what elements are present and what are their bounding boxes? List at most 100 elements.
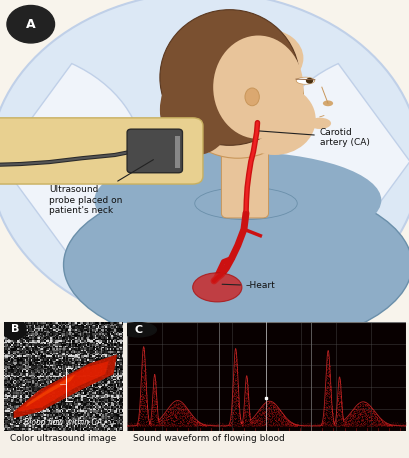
Point <box>268 421 274 429</box>
Point <box>241 388 248 395</box>
Point <box>276 415 282 422</box>
Point <box>273 422 279 430</box>
Point <box>360 422 366 429</box>
Point <box>322 406 328 413</box>
Point <box>172 405 178 413</box>
Point <box>137 392 144 399</box>
Point <box>283 422 290 430</box>
Point <box>309 422 315 429</box>
Point <box>315 421 321 429</box>
Point <box>273 421 280 428</box>
Point <box>244 394 251 401</box>
Point <box>344 420 350 427</box>
Point <box>151 372 157 380</box>
Point <box>198 420 204 428</box>
Point <box>169 419 175 426</box>
Point <box>310 420 317 428</box>
Point <box>143 395 149 402</box>
Point <box>231 411 238 418</box>
Point <box>291 422 298 430</box>
Point <box>288 420 294 427</box>
Point <box>249 418 256 425</box>
Point <box>328 419 335 426</box>
Point <box>151 412 158 420</box>
Point <box>177 418 184 425</box>
Point <box>138 401 144 409</box>
Point <box>292 421 299 429</box>
Point <box>147 420 153 427</box>
Point <box>285 420 291 427</box>
Point <box>141 398 147 406</box>
Point <box>307 420 314 427</box>
Point <box>172 412 178 419</box>
Point <box>284 418 291 425</box>
Point <box>258 407 264 414</box>
Point <box>324 372 330 380</box>
Point <box>249 419 255 426</box>
Point <box>156 416 163 423</box>
Point <box>232 393 239 401</box>
Point <box>267 421 274 429</box>
Point <box>385 420 392 427</box>
Point <box>271 421 277 429</box>
Point <box>128 419 134 426</box>
Point <box>148 419 154 426</box>
Point <box>360 420 367 427</box>
Point <box>178 414 184 422</box>
Point <box>372 417 378 424</box>
Point <box>189 414 195 421</box>
Point <box>165 420 172 427</box>
Point <box>290 422 297 429</box>
Point <box>370 415 376 422</box>
Point <box>383 422 389 429</box>
Point <box>192 421 198 428</box>
Point <box>239 418 246 425</box>
Point <box>243 421 249 428</box>
Point <box>343 421 349 429</box>
Point <box>158 419 165 426</box>
Point <box>227 411 234 418</box>
Point <box>164 421 171 429</box>
Point <box>321 391 328 398</box>
Point <box>288 419 294 426</box>
Point <box>372 421 379 429</box>
Point <box>159 418 165 425</box>
Point <box>329 422 335 429</box>
Point <box>171 421 178 429</box>
Point <box>256 419 262 426</box>
Point <box>160 421 167 429</box>
Point <box>230 371 237 379</box>
Point <box>322 420 328 427</box>
Point <box>139 381 146 388</box>
Point <box>283 417 290 425</box>
Point <box>244 396 251 403</box>
Point <box>142 371 148 379</box>
Point <box>324 364 330 371</box>
Point <box>180 412 187 420</box>
Point <box>135 422 141 429</box>
Point <box>325 416 332 423</box>
Point <box>376 417 382 425</box>
Point <box>140 366 147 373</box>
Point <box>171 411 178 419</box>
Point <box>187 413 194 420</box>
Point <box>347 420 354 428</box>
Point <box>351 416 357 424</box>
Point <box>143 410 149 418</box>
Point <box>202 421 209 428</box>
Point <box>353 413 360 420</box>
Point <box>275 420 281 427</box>
Point <box>130 420 137 427</box>
Point <box>139 394 146 401</box>
Point <box>187 422 193 429</box>
Point <box>364 407 371 414</box>
Point <box>289 420 296 428</box>
Point <box>333 421 339 429</box>
Point <box>231 415 237 423</box>
Point <box>246 413 252 420</box>
Point <box>361 404 368 411</box>
Point <box>218 420 225 427</box>
Point <box>163 422 170 429</box>
Point <box>139 383 146 390</box>
Point <box>140 372 146 380</box>
